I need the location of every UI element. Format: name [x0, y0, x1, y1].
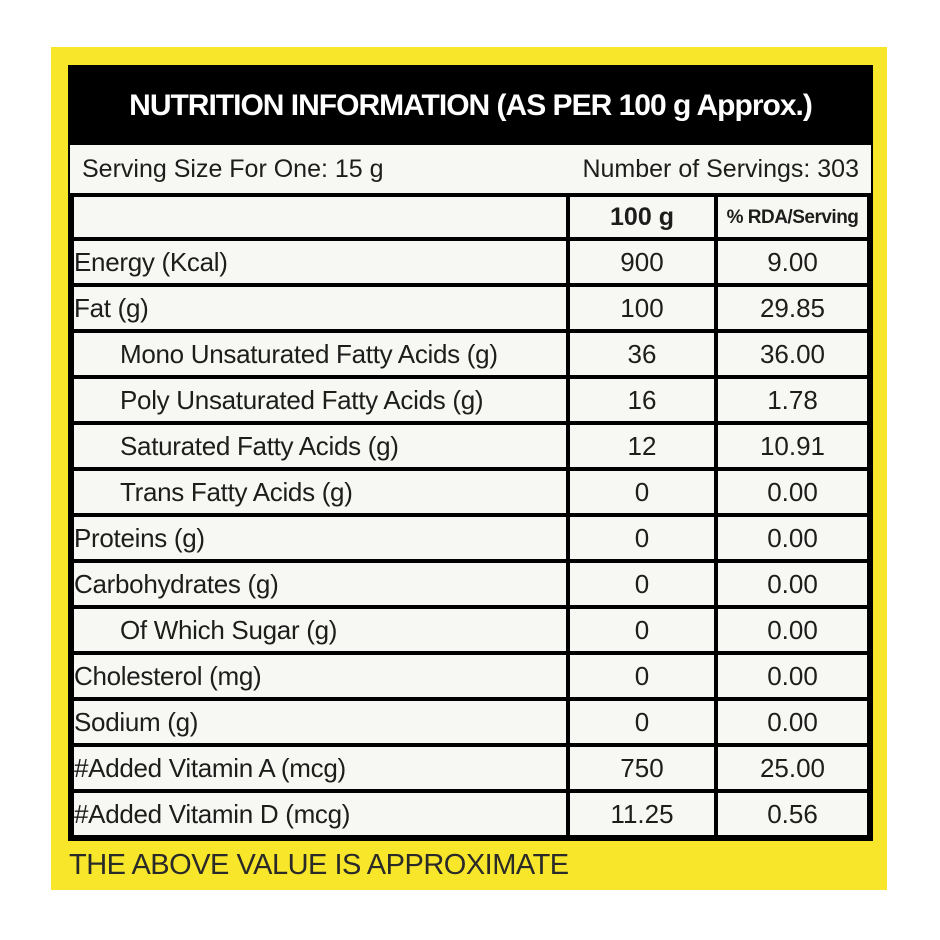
table-header-row: 100 g % RDA/Serving	[70, 193, 871, 241]
rda-value: 0.00	[714, 467, 871, 517]
per-100g-value: 750	[566, 743, 718, 793]
table-row: Fat (g) 100 29.85	[70, 283, 871, 333]
table-row: Carbohydrates (g) 0 0.00	[70, 559, 871, 609]
column-header-rda: % RDA/Serving	[714, 193, 871, 241]
table-row: Poly Unsaturated Fatty Acids (g) 16 1.78	[70, 375, 871, 425]
nutrient-label: Proteins (g)	[70, 513, 570, 563]
rda-value: 1.78	[714, 375, 871, 425]
per-100g-value: 0	[566, 513, 718, 563]
per-100g-value: 12	[566, 421, 718, 471]
nutrient-label: Cholesterol (mg)	[70, 651, 570, 701]
rda-value: 36.00	[714, 329, 871, 379]
nutrient-label: Mono Unsaturated Fatty Acids (g)	[70, 329, 570, 379]
table-row: Of Which Sugar (g) 0 0.00	[70, 605, 871, 655]
label-frame: NUTRITION INFORMATION (AS PER 100 g Appr…	[68, 65, 873, 841]
nutrient-label: Fat (g)	[70, 283, 570, 333]
table-row: Trans Fatty Acids (g) 0 0.00	[70, 467, 871, 517]
rda-value: 0.00	[714, 559, 871, 609]
per-100g-value: 0	[566, 467, 718, 517]
nutrient-label: #Added Vitamin D (mcg)	[70, 789, 570, 839]
rda-value: 0.00	[714, 605, 871, 655]
nutrition-table: 100 g % RDA/Serving Energy (Kcal) 900 9.…	[70, 193, 871, 839]
rda-value: 25.00	[714, 743, 871, 793]
nutrient-label: Saturated Fatty Acids (g)	[70, 421, 570, 471]
nutrition-title-bar: NUTRITION INFORMATION (AS PER 100 g Appr…	[70, 67, 871, 145]
nutrient-label: Poly Unsaturated Fatty Acids (g)	[70, 375, 570, 425]
per-100g-value: 16	[566, 375, 718, 425]
nutrient-label: #Added Vitamin A (mcg)	[70, 743, 570, 793]
rda-value: 0.00	[714, 651, 871, 701]
per-100g-value: 0	[566, 559, 718, 609]
per-100g-value: 0	[566, 605, 718, 655]
nutrient-label: Trans Fatty Acids (g)	[70, 467, 570, 517]
table-row: Energy (Kcal) 900 9.00	[70, 237, 871, 287]
rda-value: 0.00	[714, 697, 871, 747]
column-header-blank	[70, 193, 570, 241]
per-100g-value: 0	[566, 697, 718, 747]
nutrient-label: Carbohydrates (g)	[70, 559, 570, 609]
table-row: #Added Vitamin D (mcg) 11.25 0.56	[70, 789, 871, 839]
nutrition-title: NUTRITION INFORMATION (AS PER 100 g Appr…	[129, 89, 813, 122]
table-row: Proteins (g) 0 0.00	[70, 513, 871, 563]
rda-value: 9.00	[714, 237, 871, 287]
yellow-panel: NUTRITION INFORMATION (AS PER 100 g Appr…	[51, 47, 887, 890]
nutrient-label: Sodium (g)	[70, 697, 570, 747]
serving-row: Serving Size For One: 15 g Number of Ser…	[70, 145, 871, 193]
table-row: Saturated Fatty Acids (g) 12 10.91	[70, 421, 871, 471]
per-100g-value: 36	[566, 329, 718, 379]
rda-value: 0.56	[714, 789, 871, 839]
rda-value: 29.85	[714, 283, 871, 333]
nutrient-label: Of Which Sugar (g)	[70, 605, 570, 655]
per-100g-value: 11.25	[566, 789, 718, 839]
per-100g-value: 900	[566, 237, 718, 287]
per-100g-value: 0	[566, 651, 718, 701]
table-row: Mono Unsaturated Fatty Acids (g) 36 36.0…	[70, 329, 871, 379]
servings-count-text: Number of Servings: 303	[582, 154, 859, 183]
nutrient-label: Energy (Kcal)	[70, 237, 570, 287]
table-row: Sodium (g) 0 0.00	[70, 697, 871, 747]
table-row: #Added Vitamin A (mcg) 750 25.00	[70, 743, 871, 793]
table-row: Cholesterol (mg) 0 0.00	[70, 651, 871, 701]
rda-value: 10.91	[714, 421, 871, 471]
approximate-note: THE ABOVE VALUE IS APPROXIMATE	[69, 849, 569, 881]
per-100g-value: 100	[566, 283, 718, 333]
serving-size-text: Serving Size For One: 15 g	[82, 154, 384, 183]
column-header-per100: 100 g	[566, 193, 718, 241]
rda-value: 0.00	[714, 513, 871, 563]
